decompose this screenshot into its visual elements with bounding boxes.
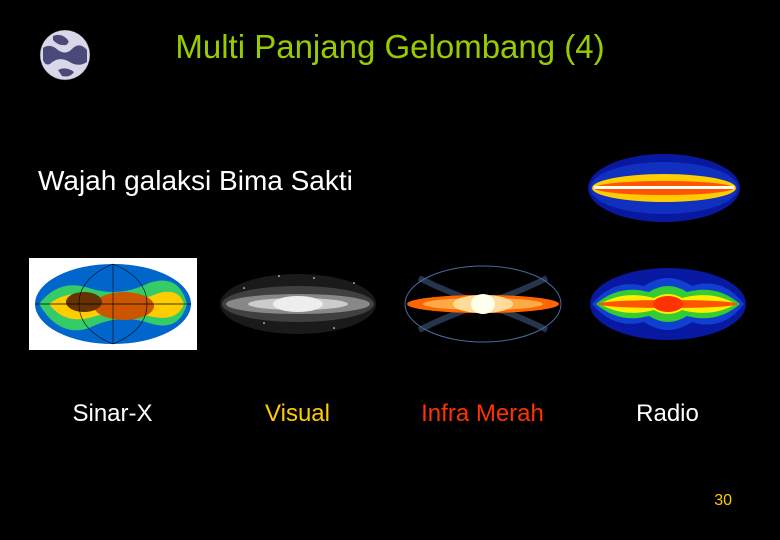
visual-image — [214, 258, 382, 350]
label-sinar-x: Sinar-X — [29, 400, 197, 428]
slide-subtitle: Wajah galaksi Bima Sakti — [38, 165, 353, 197]
slide-title: Multi Panjang Gelombang (4) — [0, 28, 780, 66]
page-number: 30 — [714, 492, 732, 510]
labels-row: Sinar-X Visual Infra Merah Radio — [0, 400, 780, 428]
galaxy-top-right-image — [580, 142, 748, 234]
label-infra-merah: Infra Merah — [399, 400, 567, 428]
sinar-x-image — [29, 258, 197, 350]
label-radio: Radio — [584, 400, 752, 428]
radio-image — [584, 258, 752, 350]
images-row — [0, 258, 780, 350]
label-visual: Visual — [214, 400, 382, 428]
infra-merah-image — [399, 258, 567, 350]
